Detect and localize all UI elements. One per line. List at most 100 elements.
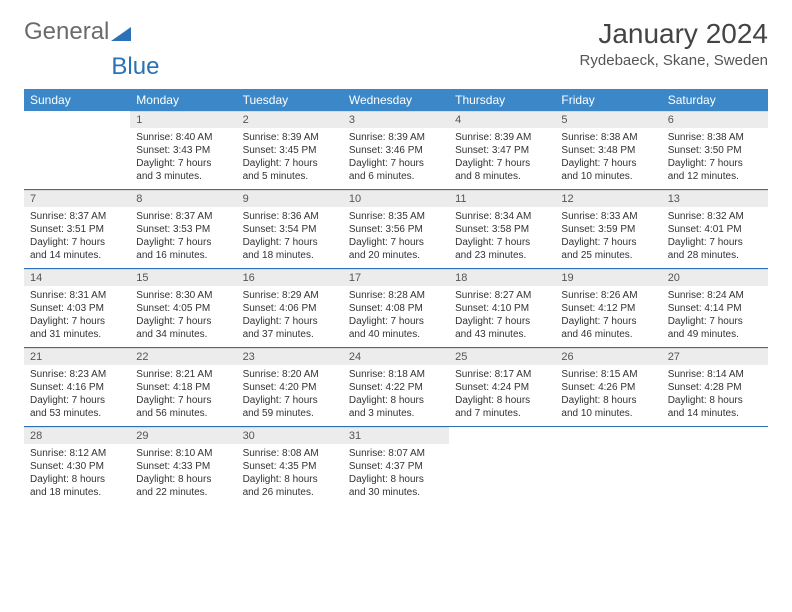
day-number: 13	[662, 190, 768, 207]
calendar-cell: 9Sunrise: 8:36 AMSunset: 3:54 PMDaylight…	[237, 190, 343, 269]
day-number: 8	[130, 190, 236, 207]
day-content: Sunrise: 8:28 AMSunset: 4:08 PMDaylight:…	[343, 286, 449, 347]
calendar-cell: 11Sunrise: 8:34 AMSunset: 3:58 PMDayligh…	[449, 190, 555, 269]
day-content: Sunrise: 8:30 AMSunset: 4:05 PMDaylight:…	[130, 286, 236, 347]
calendar-cell: 18Sunrise: 8:27 AMSunset: 4:10 PMDayligh…	[449, 269, 555, 348]
calendar-cell: 28Sunrise: 8:12 AMSunset: 4:30 PMDayligh…	[24, 427, 130, 506]
day-number	[555, 427, 661, 443]
day-number: 4	[449, 111, 555, 128]
day-number: 17	[343, 269, 449, 286]
day-number: 11	[449, 190, 555, 207]
day-content: Sunrise: 8:08 AMSunset: 4:35 PMDaylight:…	[237, 444, 343, 505]
day-content: Sunrise: 8:21 AMSunset: 4:18 PMDaylight:…	[130, 365, 236, 426]
day-content: Sunrise: 8:39 AMSunset: 3:46 PMDaylight:…	[343, 128, 449, 189]
calendar-cell: 15Sunrise: 8:30 AMSunset: 4:05 PMDayligh…	[130, 269, 236, 348]
day-number: 10	[343, 190, 449, 207]
day-content: Sunrise: 8:34 AMSunset: 3:58 PMDaylight:…	[449, 207, 555, 268]
location: Rydebaeck, Skane, Sweden	[580, 52, 768, 69]
day-header-saturday: Saturday	[662, 89, 768, 111]
day-content: Sunrise: 8:27 AMSunset: 4:10 PMDaylight:…	[449, 286, 555, 347]
day-content: Sunrise: 8:18 AMSunset: 4:22 PMDaylight:…	[343, 365, 449, 426]
day-content: Sunrise: 8:29 AMSunset: 4:06 PMDaylight:…	[237, 286, 343, 347]
day-content: Sunrise: 8:20 AMSunset: 4:20 PMDaylight:…	[237, 365, 343, 426]
day-content: Sunrise: 8:32 AMSunset: 4:01 PMDaylight:…	[662, 207, 768, 268]
day-number: 18	[449, 269, 555, 286]
calendar-cell: 27Sunrise: 8:14 AMSunset: 4:28 PMDayligh…	[662, 348, 768, 427]
day-number: 12	[555, 190, 661, 207]
day-content: Sunrise: 8:15 AMSunset: 4:26 PMDaylight:…	[555, 365, 661, 426]
week-row: 28Sunrise: 8:12 AMSunset: 4:30 PMDayligh…	[24, 427, 768, 506]
day-number: 24	[343, 348, 449, 365]
day-number: 6	[662, 111, 768, 128]
day-content: Sunrise: 8:12 AMSunset: 4:30 PMDaylight:…	[24, 444, 130, 505]
day-number: 31	[343, 427, 449, 444]
calendar-cell: 22Sunrise: 8:21 AMSunset: 4:18 PMDayligh…	[130, 348, 236, 427]
day-content: Sunrise: 8:39 AMSunset: 3:45 PMDaylight:…	[237, 128, 343, 189]
day-content: Sunrise: 8:31 AMSunset: 4:03 PMDaylight:…	[24, 286, 130, 347]
day-number: 26	[555, 348, 661, 365]
calendar-cell: 29Sunrise: 8:10 AMSunset: 4:33 PMDayligh…	[130, 427, 236, 506]
day-content: Sunrise: 8:17 AMSunset: 4:24 PMDaylight:…	[449, 365, 555, 426]
month-title: January 2024	[580, 18, 768, 50]
day-header-monday: Monday	[130, 89, 236, 111]
day-content	[555, 443, 661, 501]
day-content: Sunrise: 8:36 AMSunset: 3:54 PMDaylight:…	[237, 207, 343, 268]
logo: General	[24, 18, 133, 46]
calendar-cell: 1Sunrise: 8:40 AMSunset: 3:43 PMDaylight…	[130, 111, 236, 190]
day-number: 1	[130, 111, 236, 128]
logo-word1: General	[24, 18, 109, 46]
day-number: 7	[24, 190, 130, 207]
calendar-cell: 3Sunrise: 8:39 AMSunset: 3:46 PMDaylight…	[343, 111, 449, 190]
day-content: Sunrise: 8:40 AMSunset: 3:43 PMDaylight:…	[130, 128, 236, 189]
day-content: Sunrise: 8:37 AMSunset: 3:53 PMDaylight:…	[130, 207, 236, 268]
day-header-thursday: Thursday	[449, 89, 555, 111]
calendar-cell	[24, 111, 130, 190]
calendar-cell: 6Sunrise: 8:38 AMSunset: 3:50 PMDaylight…	[662, 111, 768, 190]
day-number: 14	[24, 269, 130, 286]
logo-triangle-icon	[111, 23, 131, 41]
day-content: Sunrise: 8:24 AMSunset: 4:14 PMDaylight:…	[662, 286, 768, 347]
day-content: Sunrise: 8:38 AMSunset: 3:50 PMDaylight:…	[662, 128, 768, 189]
day-number: 9	[237, 190, 343, 207]
calendar-cell: 24Sunrise: 8:18 AMSunset: 4:22 PMDayligh…	[343, 348, 449, 427]
day-content	[662, 443, 768, 501]
day-number: 20	[662, 269, 768, 286]
calendar-cell: 12Sunrise: 8:33 AMSunset: 3:59 PMDayligh…	[555, 190, 661, 269]
day-number	[662, 427, 768, 443]
calendar-cell: 25Sunrise: 8:17 AMSunset: 4:24 PMDayligh…	[449, 348, 555, 427]
day-content: Sunrise: 8:07 AMSunset: 4:37 PMDaylight:…	[343, 444, 449, 505]
day-header-row: SundayMondayTuesdayWednesdayThursdayFrid…	[24, 89, 768, 111]
day-number: 3	[343, 111, 449, 128]
day-number: 23	[237, 348, 343, 365]
calendar-cell: 20Sunrise: 8:24 AMSunset: 4:14 PMDayligh…	[662, 269, 768, 348]
day-number: 28	[24, 427, 130, 444]
day-header-friday: Friday	[555, 89, 661, 111]
calendar-cell: 8Sunrise: 8:37 AMSunset: 3:53 PMDaylight…	[130, 190, 236, 269]
day-number	[449, 427, 555, 443]
day-number: 2	[237, 111, 343, 128]
day-number: 5	[555, 111, 661, 128]
calendar-cell: 4Sunrise: 8:39 AMSunset: 3:47 PMDaylight…	[449, 111, 555, 190]
calendar-cell	[555, 427, 661, 506]
day-header-wednesday: Wednesday	[343, 89, 449, 111]
calendar-cell: 23Sunrise: 8:20 AMSunset: 4:20 PMDayligh…	[237, 348, 343, 427]
day-number: 21	[24, 348, 130, 365]
day-content: Sunrise: 8:23 AMSunset: 4:16 PMDaylight:…	[24, 365, 130, 426]
day-content: Sunrise: 8:39 AMSunset: 3:47 PMDaylight:…	[449, 128, 555, 189]
day-number: 30	[237, 427, 343, 444]
calendar-cell: 5Sunrise: 8:38 AMSunset: 3:48 PMDaylight…	[555, 111, 661, 190]
day-content: Sunrise: 8:26 AMSunset: 4:12 PMDaylight:…	[555, 286, 661, 347]
calendar-cell: 21Sunrise: 8:23 AMSunset: 4:16 PMDayligh…	[24, 348, 130, 427]
day-content: Sunrise: 8:14 AMSunset: 4:28 PMDaylight:…	[662, 365, 768, 426]
calendar-cell	[662, 427, 768, 506]
calendar-grid: SundayMondayTuesdayWednesdayThursdayFrid…	[24, 89, 768, 505]
day-content: Sunrise: 8:33 AMSunset: 3:59 PMDaylight:…	[555, 207, 661, 268]
day-number: 16	[237, 269, 343, 286]
calendar-cell	[449, 427, 555, 506]
day-number	[24, 111, 130, 127]
calendar-cell: 16Sunrise: 8:29 AMSunset: 4:06 PMDayligh…	[237, 269, 343, 348]
calendar-cell: 10Sunrise: 8:35 AMSunset: 3:56 PMDayligh…	[343, 190, 449, 269]
day-content	[449, 443, 555, 501]
calendar-cell: 13Sunrise: 8:32 AMSunset: 4:01 PMDayligh…	[662, 190, 768, 269]
week-row: 1Sunrise: 8:40 AMSunset: 3:43 PMDaylight…	[24, 111, 768, 190]
